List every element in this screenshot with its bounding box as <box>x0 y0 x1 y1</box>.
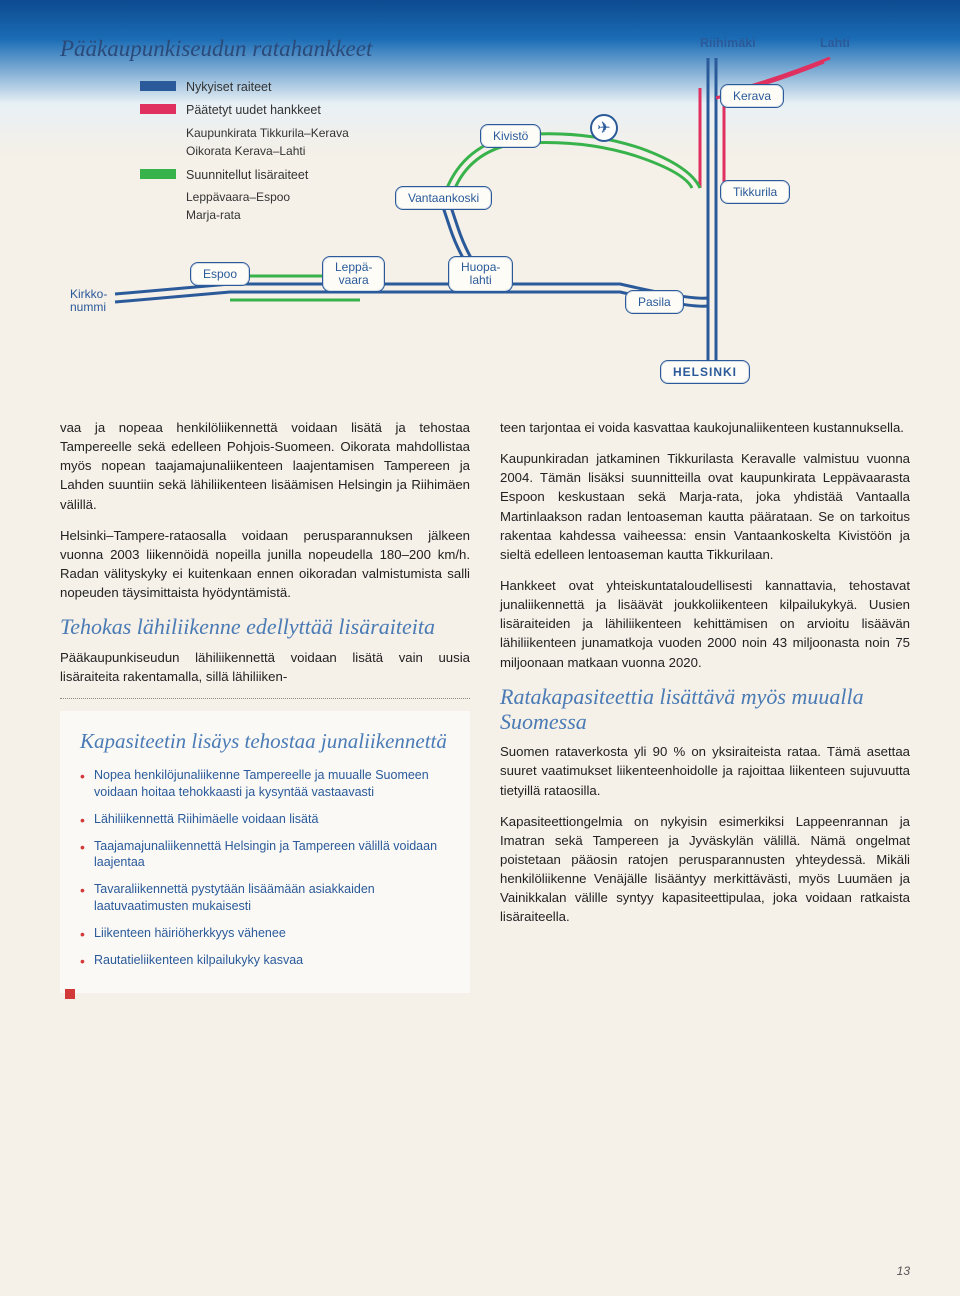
body-paragraph: Pääkaupunkiseudun lähiliikennettä voidaa… <box>60 648 470 686</box>
info-box: Kapasiteetin lisäys tehostaa junaliikenn… <box>60 711 470 993</box>
rail-svg <box>60 28 910 398</box>
subheading: Ratakapasiteettia lisättävä myös muualla… <box>500 684 910 735</box>
rail-diagram: Pääkaupunkiseudun ratahankkeet Nykyiset … <box>60 28 910 398</box>
station-tikkurila: Tikkurila <box>720 180 790 204</box>
body-paragraph: vaa ja nopeaa henkilöliikennettä voidaan… <box>60 418 470 514</box>
infobox-item: Tavaraliikennettä pystytään lisäämään as… <box>80 881 450 915</box>
divider <box>60 698 470 699</box>
infobox-item: Nopea henkilöjunaliikenne Tampereelle ja… <box>80 767 450 801</box>
station-pasila: Pasila <box>625 290 684 314</box>
infobox-item: Liikenteen häiriöherkkyys vähenee <box>80 925 450 942</box>
body-paragraph: Kaupunkiradan jatkaminen Tikkurilasta Ke… <box>500 449 910 564</box>
label-kirkkonummi: Kirkko- nummi <box>70 288 107 314</box>
station-kerava: Kerava <box>720 84 784 108</box>
infobox-item: Rautatieliikenteen kilpailukyky kasvaa <box>80 952 450 969</box>
airport-icon: ✈ <box>590 114 618 142</box>
red-square-marker <box>65 989 75 999</box>
page-number: 13 <box>897 1264 910 1278</box>
body-paragraph: Kapasiteettiongelmia on nykyisin esimerk… <box>500 812 910 927</box>
station-helsinki: HELSINKI <box>660 360 750 384</box>
body-paragraph: teen tarjontaa ei voida kasvattaa kaukoj… <box>500 418 910 437</box>
infobox-item: Taajamajunaliikennettä Helsingin ja Tamp… <box>80 838 450 872</box>
subheading: Tehokas lähiliikenne edellyttää lisärait… <box>60 614 470 639</box>
infobox-item: Lähiliikennettä Riihimäelle voidaan lisä… <box>80 811 450 828</box>
station-leppavaara: Leppä- vaara <box>322 256 385 292</box>
right-column: teen tarjontaa ei voida kasvattaa kaukoj… <box>500 418 910 993</box>
left-column: vaa ja nopeaa henkilöliikennettä voidaan… <box>60 418 470 993</box>
infobox-title: Kapasiteetin lisäys tehostaa junaliikenn… <box>80 729 450 753</box>
station-kivisto: Kivistö <box>480 124 541 148</box>
body-paragraph: Helsinki–Tampere-rataosalla voidaan peru… <box>60 526 470 603</box>
station-huopalahti: Huopa- lahti <box>448 256 513 292</box>
body-paragraph: Hankkeet ovat yhteiskuntataloudellisesti… <box>500 576 910 672</box>
station-vantaankoski: Vantaankoski <box>395 186 492 210</box>
station-espoo: Espoo <box>190 262 250 286</box>
body-paragraph: Suomen rataverkosta yli 90 % on yksirait… <box>500 742 910 799</box>
